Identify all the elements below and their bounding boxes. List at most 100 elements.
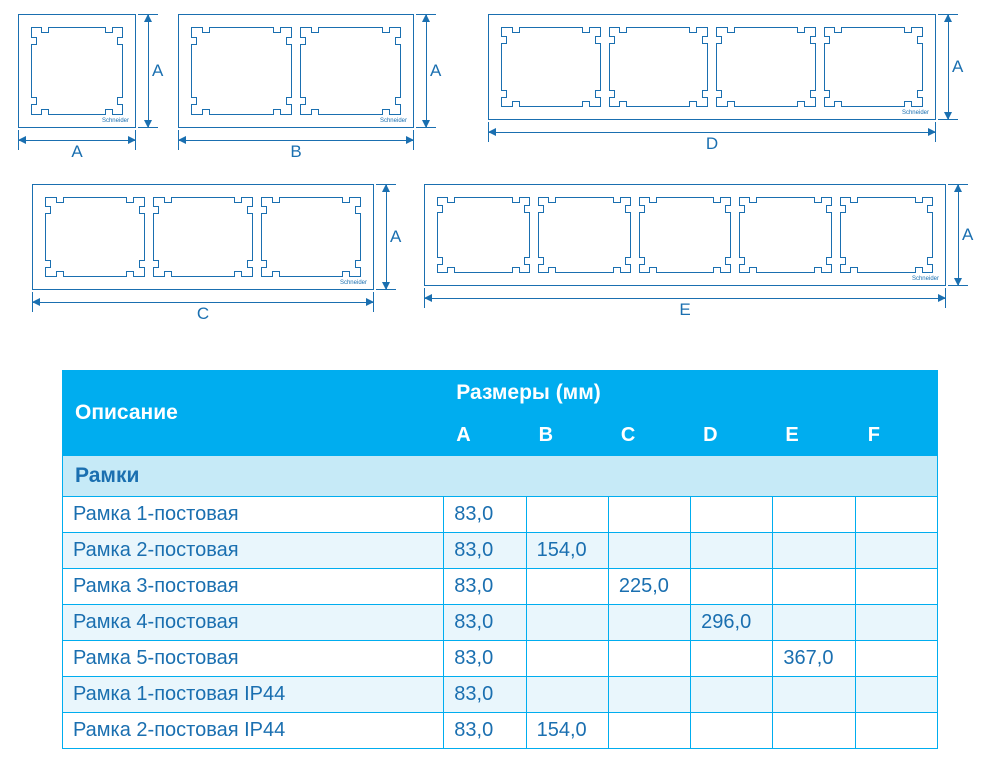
row-value [526, 605, 608, 641]
row-value [691, 569, 773, 605]
dim-column-header: C [608, 416, 690, 456]
header-description: Описание [63, 371, 444, 456]
socket-module [45, 197, 145, 277]
socket-module [538, 197, 631, 273]
table-row: Рамка 1-постовая83,0 [63, 497, 938, 533]
row-value [526, 497, 608, 533]
row-value: 154,0 [526, 713, 608, 749]
frame-diagram-D: SchneiderDА [488, 14, 936, 120]
row-value [608, 677, 690, 713]
socket-module [639, 197, 732, 273]
row-value [608, 641, 690, 677]
row-value [608, 497, 690, 533]
table-row: Рамка 5-постовая83,0 367,0 [63, 641, 938, 677]
row-value [855, 497, 937, 533]
socket-module [840, 197, 933, 273]
row-value [691, 497, 773, 533]
socket-module [261, 197, 361, 277]
row-value [773, 605, 855, 641]
socket-module [191, 27, 292, 115]
row-value [773, 533, 855, 569]
table-row: Рамка 1-постовая IP4483,0 [63, 677, 938, 713]
row-value: 296,0 [691, 605, 773, 641]
row-value: 83,0 [444, 677, 526, 713]
frame-diagram-E: SchneiderЕА [424, 184, 946, 286]
brand-label: Schneider [380, 118, 407, 124]
dim-v-label: А [962, 224, 973, 246]
row-value: 83,0 [444, 605, 526, 641]
row-value [855, 569, 937, 605]
socket-module [437, 197, 530, 273]
dim-column-header: E [773, 416, 855, 456]
row-label: Рамка 5-постовая [63, 641, 444, 677]
frame-diagram-B: SchneiderВА [178, 14, 414, 128]
table-row: Рамка 2-постовая83,0154,0 [63, 533, 938, 569]
dim-h-label: С [192, 304, 214, 324]
socket-module [501, 27, 601, 107]
row-value: 83,0 [444, 497, 526, 533]
row-value [691, 677, 773, 713]
row-value: 83,0 [444, 713, 526, 749]
row-value [855, 641, 937, 677]
row-value [691, 533, 773, 569]
row-label: Рамка 1-постовая IP44 [63, 677, 444, 713]
dim-column-header: F [855, 416, 937, 456]
row-value: 83,0 [444, 533, 526, 569]
row-value [773, 713, 855, 749]
row-value [526, 641, 608, 677]
socket-module [716, 27, 816, 107]
socket-module [300, 27, 401, 115]
diagrams-area: SchneiderААSchneiderВАSchneiderDАSchneid… [0, 0, 1000, 340]
row-value [608, 533, 690, 569]
table-row: Рамка 2-постовая IP4483,0154,0 [63, 713, 938, 749]
dim-v-label: А [952, 56, 963, 78]
brand-label: Schneider [902, 110, 929, 116]
row-label: Рамка 1-постовая [63, 497, 444, 533]
row-value: 83,0 [444, 569, 526, 605]
dim-v-label: А [390, 226, 401, 248]
socket-module [153, 197, 253, 277]
row-label: Рамка 2-постовая IP44 [63, 713, 444, 749]
row-value [691, 713, 773, 749]
row-label: Рамка 3-постовая [63, 569, 444, 605]
socket-module [824, 27, 924, 107]
dim-h-label: А [66, 142, 88, 162]
dimensions-table-wrap: Описание Размеры (мм) ABCDEF РамкиРамка … [62, 370, 938, 749]
frame-diagram-C: SchneiderСА [32, 184, 374, 290]
dim-column-header: A [444, 416, 526, 456]
row-value [855, 533, 937, 569]
row-value [526, 569, 608, 605]
dim-h-label: D [701, 134, 723, 154]
row-value [855, 605, 937, 641]
dim-v-label: А [430, 60, 441, 82]
dim-h-label: Е [674, 300, 696, 320]
row-value: 83,0 [444, 641, 526, 677]
row-value [773, 677, 855, 713]
row-value [691, 641, 773, 677]
socket-module [31, 27, 123, 115]
row-value [855, 677, 937, 713]
section-header: Рамки [63, 456, 938, 497]
row-value [526, 677, 608, 713]
row-label: Рамка 2-постовая [63, 533, 444, 569]
dim-column-header: D [691, 416, 773, 456]
row-value [855, 713, 937, 749]
row-label: Рамка 4-постовая [63, 605, 444, 641]
brand-label: Schneider [912, 276, 939, 282]
brand-label: Schneider [102, 118, 129, 124]
row-value: 154,0 [526, 533, 608, 569]
row-value: 367,0 [773, 641, 855, 677]
row-value [773, 497, 855, 533]
header-dimensions: Размеры (мм) [444, 371, 938, 416]
frame-diagram-A: SchneiderАА [18, 14, 136, 128]
dim-column-header: B [526, 416, 608, 456]
dim-h-label: В [285, 142, 307, 162]
socket-module [739, 197, 832, 273]
table-row: Рамка 3-постовая83,0225,0 [63, 569, 938, 605]
socket-module [609, 27, 709, 107]
table-row: Рамка 4-постовая83,0 296,0 [63, 605, 938, 641]
dim-v-label: А [152, 60, 163, 82]
row-value [608, 713, 690, 749]
row-value [608, 605, 690, 641]
dimensions-table: Описание Размеры (мм) ABCDEF РамкиРамка … [62, 370, 938, 749]
